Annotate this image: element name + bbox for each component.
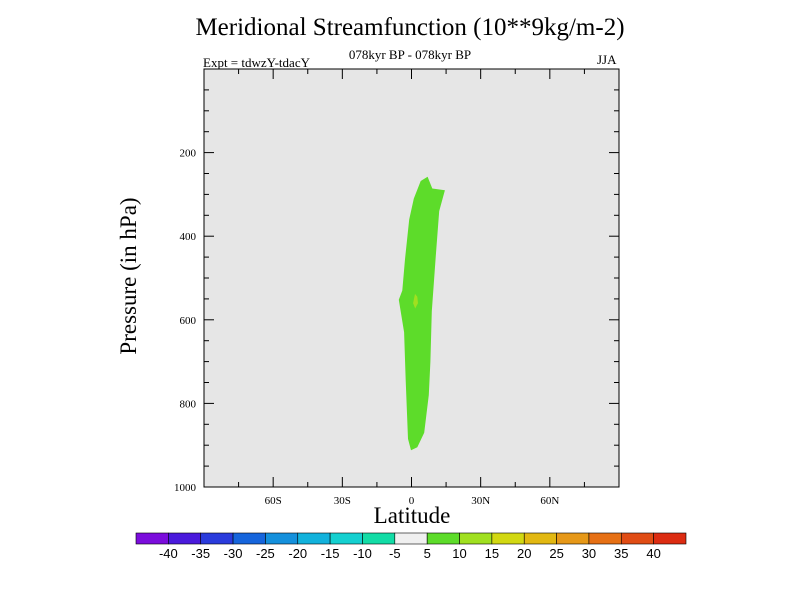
colorbar-label-0: -40	[159, 546, 178, 561]
y-tick-label-0: 200	[180, 148, 197, 160]
colorbar-label-7: -5	[389, 546, 401, 561]
colorbar-swatch-7	[362, 532, 396, 545]
colorbar-label-14: 35	[614, 546, 628, 561]
colorbar-swatch-1	[168, 532, 202, 545]
axis-ticks: 60S 30S 0 30N 60N 200 400 600 800 1000	[174, 69, 619, 507]
y-tick-label-4: 1000	[174, 482, 197, 494]
colorbar-swatch-15	[620, 532, 654, 545]
colorbar-label-12: 25	[549, 546, 563, 561]
colorbar-swatch-13	[556, 532, 590, 545]
contour-region-1	[413, 293, 418, 309]
y-tick-label-1: 400	[180, 231, 197, 243]
colorbar-label-13: 30	[582, 546, 596, 561]
colorbar-swatch-0	[135, 532, 169, 545]
colorbar-label-1: -35	[191, 546, 210, 561]
colorbar-swatch-11	[491, 532, 525, 545]
colorbar-label-9: 10	[452, 546, 466, 561]
colorbar-label-15: 40	[646, 546, 660, 561]
colorbar-label-8: 5	[424, 546, 431, 561]
colorbar-swatch-9	[426, 532, 460, 545]
colorbar-swatch-3	[232, 532, 266, 545]
x-tick-label-0: 60S	[265, 495, 282, 507]
colorbar: -40 -35 -30 -25 -20 -15 -10 -5 5 10 15 20 25 30 35 40	[135, 532, 687, 561]
colorbar-label-3: -25	[256, 546, 275, 561]
chart-subtitle: 078kyr BP - 078kyr BP	[348, 47, 472, 62]
colorbar-swatch-6	[329, 532, 363, 545]
colorbar-swatch-10	[459, 532, 493, 545]
y-tick-label-2: 600	[180, 315, 197, 327]
colorbar-swatch-12	[523, 532, 557, 545]
contour-region-0	[398, 176, 445, 451]
colorbar-swatch-5	[297, 532, 331, 545]
chart-title: Meridional Streamfunction (10**9kg/m-2)	[195, 14, 625, 41]
x-tick-label-3: 30N	[471, 495, 490, 507]
x-tick-label-4: 60N	[540, 495, 559, 507]
colorbar-label-6: -10	[353, 546, 372, 561]
x-tick-label-2: 0	[409, 495, 415, 507]
x-tick-label-1: 30S	[334, 495, 351, 507]
colorbar-swatch-8	[394, 532, 428, 545]
season-label: JJA	[597, 52, 617, 67]
colorbar-swatch-4	[265, 532, 299, 545]
x-axis-label: Latitude	[373, 503, 451, 528]
colorbar-label-11: 20	[517, 546, 531, 561]
colorbar-swatch-2	[200, 532, 234, 545]
contour-regions	[398, 176, 445, 451]
experiment-label: Expt = tdwzY-tdacY	[203, 55, 310, 70]
colorbar-swatch-14	[588, 532, 622, 545]
colorbar-swatch-16	[653, 532, 687, 545]
colorbar-label-5: -15	[321, 546, 340, 561]
y-tick-label-3: 800	[180, 398, 197, 410]
colorbar-label-4: -20	[288, 546, 307, 561]
colorbar-label-10: 15	[485, 546, 499, 561]
colorbar-label-2: -30	[224, 546, 243, 561]
